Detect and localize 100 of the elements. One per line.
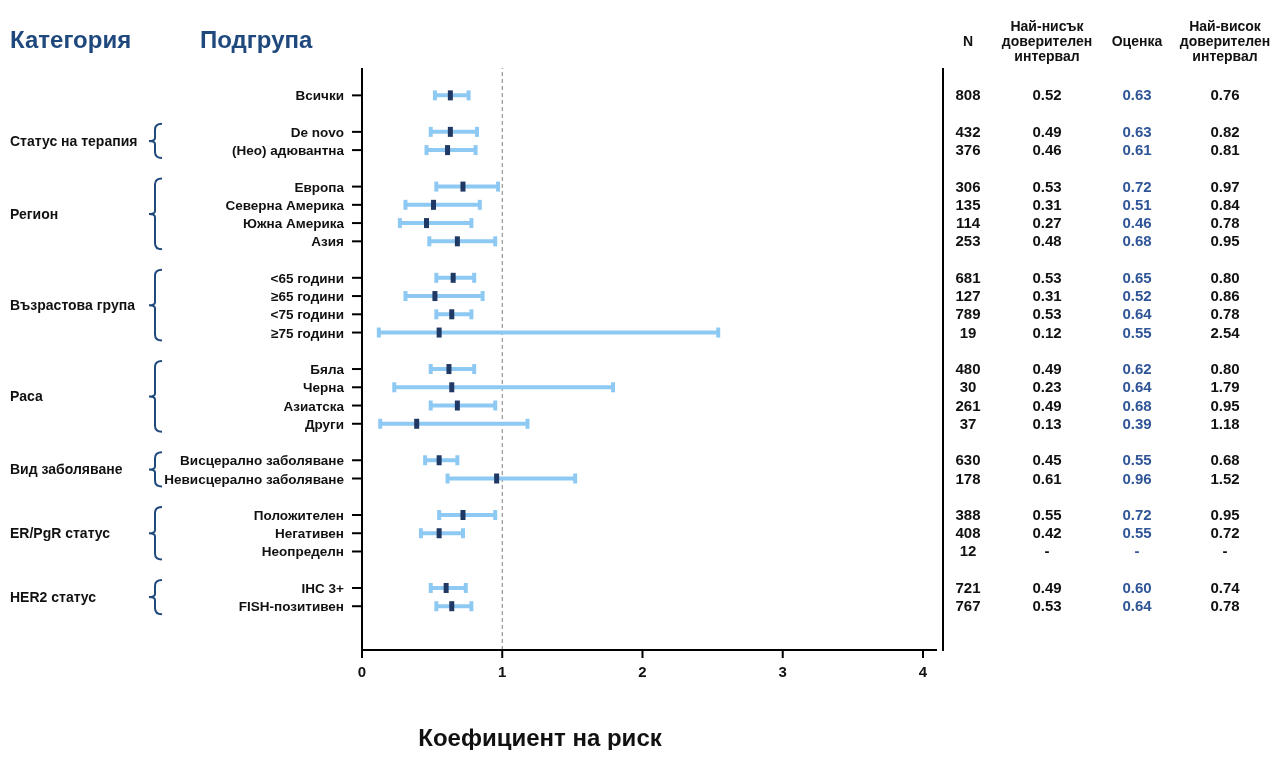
text: 0.53 (1032, 305, 1062, 323)
text: 0.23 (1032, 378, 1062, 396)
text: 0.64 (1122, 305, 1153, 323)
text: 127 (955, 287, 981, 305)
text: 0.42 (1032, 524, 1062, 542)
text: - (1222, 542, 1228, 560)
text: Най-висок доверителен интервал (1179, 18, 1271, 64)
text: 721 (955, 578, 981, 596)
x-tick-label: 0 (357, 662, 367, 680)
text: 0.27 (1032, 214, 1062, 232)
text: 0.52 (1122, 287, 1152, 305)
text: 306 (955, 177, 981, 195)
y-tick-label: Северна Америка (225, 197, 345, 213)
text: 681 (955, 268, 981, 286)
text: 0.86 (1210, 287, 1240, 305)
y-tick-label: Други (304, 416, 344, 432)
text: 0.64 (1122, 597, 1153, 615)
text: 178 (955, 469, 981, 487)
text: 0.72 (1210, 524, 1240, 542)
text: 0.61 (1122, 141, 1152, 159)
text: 0.65 (1122, 268, 1152, 286)
text: 0.46 (1032, 141, 1062, 159)
text: 0.80 (1210, 268, 1240, 286)
text: 388 (955, 505, 981, 523)
y-tick-label: Негативен (274, 526, 344, 542)
text: 0.61 (1032, 469, 1062, 487)
text: 0.80 (1210, 360, 1240, 378)
text: 0.53 (1032, 177, 1062, 195)
text: Най-нисък доверителен интервал (1001, 18, 1093, 64)
y-tick-label: ≥75 години (270, 325, 344, 341)
y-tick-label: Висцерално заболяване (180, 453, 345, 469)
text: Оценка (1111, 33, 1163, 49)
text: 30 (959, 378, 977, 396)
y-tick-label: Положителен (253, 507, 344, 523)
y-tick-label: Южна Америка (242, 216, 345, 232)
text: 0.46 (1122, 214, 1152, 232)
x-tick-label: 2 (638, 662, 647, 680)
text: Възрастова група (10, 297, 136, 314)
text: 0.55 (1032, 505, 1062, 523)
y-tick-label: Невисцерално заболяване (164, 471, 345, 487)
text: 0.74 (1210, 578, 1241, 596)
text: 0.76 (1210, 86, 1240, 104)
text: 12 (959, 542, 977, 560)
text: 0.55 (1122, 524, 1152, 542)
text: HER2 статус (10, 589, 97, 606)
text: 0.49 (1032, 122, 1062, 140)
text: 0.62 (1122, 360, 1152, 378)
text: 408 (955, 524, 981, 542)
text: 2.54 (1210, 323, 1241, 341)
text: 1.18 (1210, 414, 1240, 432)
x-tick-label: 4 (918, 662, 928, 680)
text: 261 (955, 396, 981, 414)
text: 0.45 (1032, 451, 1062, 469)
y-tick-label: Азия (311, 234, 344, 250)
text: - (1134, 542, 1140, 560)
text: 0.78 (1210, 597, 1240, 615)
text: 135 (955, 195, 981, 213)
x-tick-label: 1 (498, 662, 507, 680)
y-tick-label: Неопределн (261, 544, 344, 560)
y-tick-label: Всички (295, 88, 344, 104)
x-tick-label: 3 (778, 662, 787, 680)
text: 1.52 (1210, 469, 1240, 487)
text: 0.95 (1210, 396, 1240, 414)
text: 0.12 (1032, 323, 1062, 341)
text: 0.55 (1122, 323, 1152, 341)
text: 1.79 (1210, 378, 1240, 396)
text: Вид заболяване (10, 461, 123, 478)
y-tick-label: Азиатска (283, 398, 345, 414)
text: 253 (955, 232, 981, 250)
text: 0.31 (1032, 287, 1062, 305)
text: 0.63 (1122, 122, 1152, 140)
text: 808 (955, 86, 981, 104)
text: 0.96 (1122, 469, 1152, 487)
text: 0.97 (1210, 177, 1240, 195)
text: 0.72 (1122, 177, 1152, 195)
text: 0.68 (1122, 396, 1152, 414)
text: 0.63 (1122, 86, 1152, 104)
text: 0.68 (1122, 232, 1152, 250)
text: - (1044, 542, 1050, 560)
text: 0.52 (1032, 86, 1062, 104)
text: ER/PgR статус (10, 525, 111, 542)
text: Статус на терапия (10, 132, 138, 149)
text: 37 (959, 414, 977, 432)
text: 0.95 (1210, 232, 1240, 250)
text: 0.78 (1210, 214, 1240, 232)
text: 0.48 (1032, 232, 1062, 250)
text: 630 (955, 451, 981, 469)
text: 0.51 (1122, 195, 1152, 213)
text: 0.82 (1210, 122, 1240, 140)
text: 0.68 (1210, 451, 1240, 469)
text: 0.49 (1032, 578, 1062, 596)
text: 0.95 (1210, 505, 1240, 523)
y-tick-label: Европа (294, 179, 345, 195)
text: 0.39 (1122, 414, 1152, 432)
text: 0.49 (1032, 360, 1062, 378)
text: 0.72 (1122, 505, 1152, 523)
text: 19 (959, 323, 977, 341)
text: 0.13 (1032, 414, 1062, 432)
text: 114 (955, 214, 981, 232)
text: 0.78 (1210, 305, 1240, 323)
